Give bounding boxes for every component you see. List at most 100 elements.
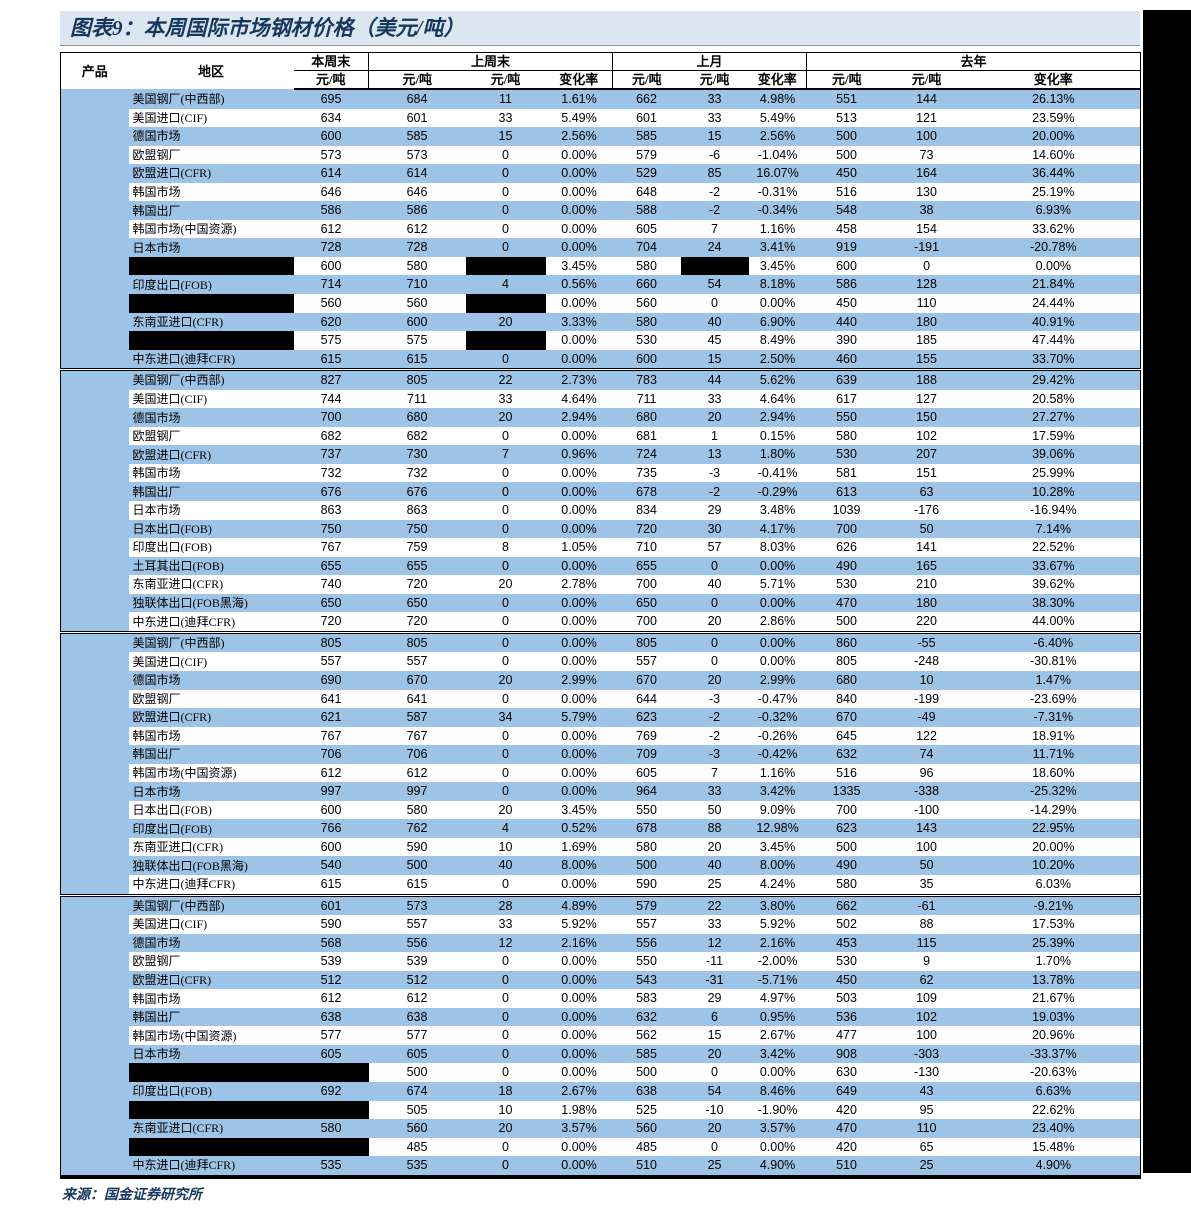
- region-cell: 韩国市场: [132, 991, 181, 1006]
- value-cell: 33: [498, 391, 513, 406]
- table-row: 欧盟进口(CFR) 737 730 7 0.96% 724 13 1.80% 530 207 39.…: [61, 445, 1141, 464]
- value-cell: 744: [320, 391, 342, 406]
- value-cell: 575: [320, 333, 342, 348]
- table-row: 韩国出厂 676 676 0 0.00% 678 -2 -0.29% 613 63 10.28%: [61, 482, 1141, 502]
- value-cell: 834: [636, 503, 657, 518]
- value-cell: 5.92%: [759, 917, 796, 932]
- value-cell: 762: [368, 819, 466, 838]
- value-cell: 0.00%: [545, 630, 613, 653]
- table-row: 欧盟进口(CFR) 512 512 0 0.00% 543 -31 -5.71% 450 62 13…: [61, 970, 1141, 990]
- value-cell: 720: [612, 519, 681, 539]
- value-cell: 96: [919, 765, 934, 780]
- col-header-unit: 元/吨: [465, 70, 546, 90]
- value-cell: 720: [406, 577, 428, 592]
- value-cell: 0: [465, 519, 546, 539]
- value-cell: 210: [916, 577, 937, 592]
- value-cell: 85: [680, 164, 749, 183]
- value-cell: 1.69%: [561, 839, 597, 854]
- value-cell: 0: [502, 691, 509, 706]
- value-cell-redacted: [293, 1137, 369, 1157]
- value-cell: 0: [502, 221, 509, 236]
- value-cell: 88: [680, 819, 749, 838]
- value-cell: 5.92%: [561, 917, 597, 932]
- value-cell: 3.42%: [748, 1044, 807, 1064]
- col-header-unit: 元/吨: [612, 70, 681, 90]
- value-cell: -3: [680, 745, 749, 764]
- value-cell: 4.90%: [966, 1156, 1141, 1177]
- value-cell: 477: [836, 1028, 857, 1043]
- value-cell: 5.62%: [748, 368, 807, 390]
- value-cell: 450: [806, 164, 887, 183]
- value-cell: 615: [368, 349, 466, 370]
- value-cell: 695: [293, 89, 369, 109]
- value-cell: 557: [636, 917, 657, 932]
- region-cell: 土耳其出口(FOB): [128, 556, 294, 576]
- value-cell: 33: [680, 782, 749, 801]
- region-cell: 印度出口(FOB): [128, 275, 294, 295]
- value-cell: 100: [916, 1028, 937, 1043]
- value-cell: 23.40%: [966, 1119, 1141, 1138]
- region-cell: 美国钢厂(中西部): [128, 630, 294, 653]
- value-cell: 40: [465, 856, 546, 875]
- value-cell: 601: [293, 893, 369, 916]
- value-cell: 3.45%: [759, 839, 796, 854]
- table-row: 美国进口(CIF) 634 601 33 5.49% 601 33 5.49% 513 121 23…: [61, 109, 1141, 128]
- value-cell: 4.24%: [759, 876, 796, 891]
- value-cell: 0: [465, 1007, 546, 1027]
- value-cell: 560: [636, 296, 657, 311]
- table-row: 德国市场 690 670 20 2.99% 670 20 2.99% 680 10 1.47%: [61, 670, 1141, 690]
- value-cell: 585: [612, 127, 681, 146]
- value-cell: 0.00%: [545, 556, 613, 576]
- value-cell: 641: [406, 691, 428, 706]
- region-cell: 韩国市场(中国资源): [132, 765, 237, 780]
- value-cell: 720: [406, 614, 428, 629]
- value-cell: 503: [836, 991, 857, 1006]
- region-cell: 日本市场: [128, 238, 294, 257]
- table-row: 美国钢厂(中西部) 827 805 22 2.73% 783 44 5.62% 639 188 29…: [60, 368, 1141, 633]
- value-cell: 6.63%: [966, 1081, 1141, 1101]
- value-cell: 605: [636, 221, 657, 236]
- value-cell: 17.53%: [1032, 917, 1075, 932]
- value-cell: 22.52%: [1032, 540, 1075, 555]
- value-cell: 24.44%: [1032, 296, 1075, 311]
- figure-title: 图表9：本周国际市场钢材价格（美元/吨）: [70, 16, 465, 40]
- value-cell: 620: [293, 312, 369, 332]
- value-cell: 0.00%: [545, 970, 613, 990]
- value-cell: 440: [806, 312, 887, 332]
- col-header-change-rate: 变化率: [545, 70, 614, 90]
- value-cell: 612: [320, 991, 342, 1006]
- value-cell: -2.00%: [757, 954, 798, 969]
- value-cell: 535: [368, 1156, 466, 1177]
- value-cell: 500: [406, 1065, 428, 1080]
- value-cell: -31: [680, 970, 749, 990]
- value-cell: 95: [919, 1102, 934, 1117]
- value-cell: 684: [368, 89, 466, 109]
- value-cell: 18.91%: [1032, 728, 1075, 743]
- value-cell: 562: [636, 1028, 657, 1043]
- value-cell: 0.00%: [1035, 258, 1072, 273]
- value-cell: -61: [886, 893, 967, 916]
- value-cell: 655: [612, 556, 681, 576]
- value-cell: 207: [886, 445, 967, 464]
- value-cell: 805: [368, 368, 466, 390]
- table-row: 日本市场 863 863 0 0.00% 834 29 3.48% 1039 -176 -16.94…: [61, 501, 1141, 520]
- table-row: 德国市场 568 556 12 2.16% 556 12 2.16% 453 115 25.39%: [61, 933, 1141, 953]
- value-cell: 709: [612, 745, 681, 764]
- table-row: 韩国市场 612 612 0 0.00% 583 29 4.97% 503 109 21.67%: [61, 989, 1141, 1008]
- value-cell: 39.06%: [966, 445, 1141, 464]
- value-cell: 450: [836, 296, 857, 311]
- value-cell: 614: [368, 164, 466, 183]
- value-cell: 0.00%: [561, 147, 597, 162]
- value-cell: 692: [293, 1081, 369, 1101]
- table-row: 韩国市场 732 732 0 0.00% 735 -3 -0.41% 581 151 25.99%: [61, 464, 1141, 483]
- region-cell: 日本出口(FOB): [128, 519, 294, 539]
- value-cell: 560: [320, 296, 342, 311]
- value-cell: 40: [680, 856, 749, 875]
- value-cell: 128: [886, 275, 967, 295]
- value-cell: 863: [406, 503, 428, 518]
- value-cell: 25: [886, 1156, 967, 1177]
- table-row: 印度出口(FOB) 766 762 4 0.52% 678 88 12.98% 623 143 22…: [61, 819, 1141, 838]
- table-row: 韩国出厂 706 706 0 0.00% 709 -3 -0.42% 632 74 11.71%: [61, 745, 1141, 764]
- value-cell: 674: [368, 1081, 466, 1101]
- value-cell: 0: [711, 296, 718, 311]
